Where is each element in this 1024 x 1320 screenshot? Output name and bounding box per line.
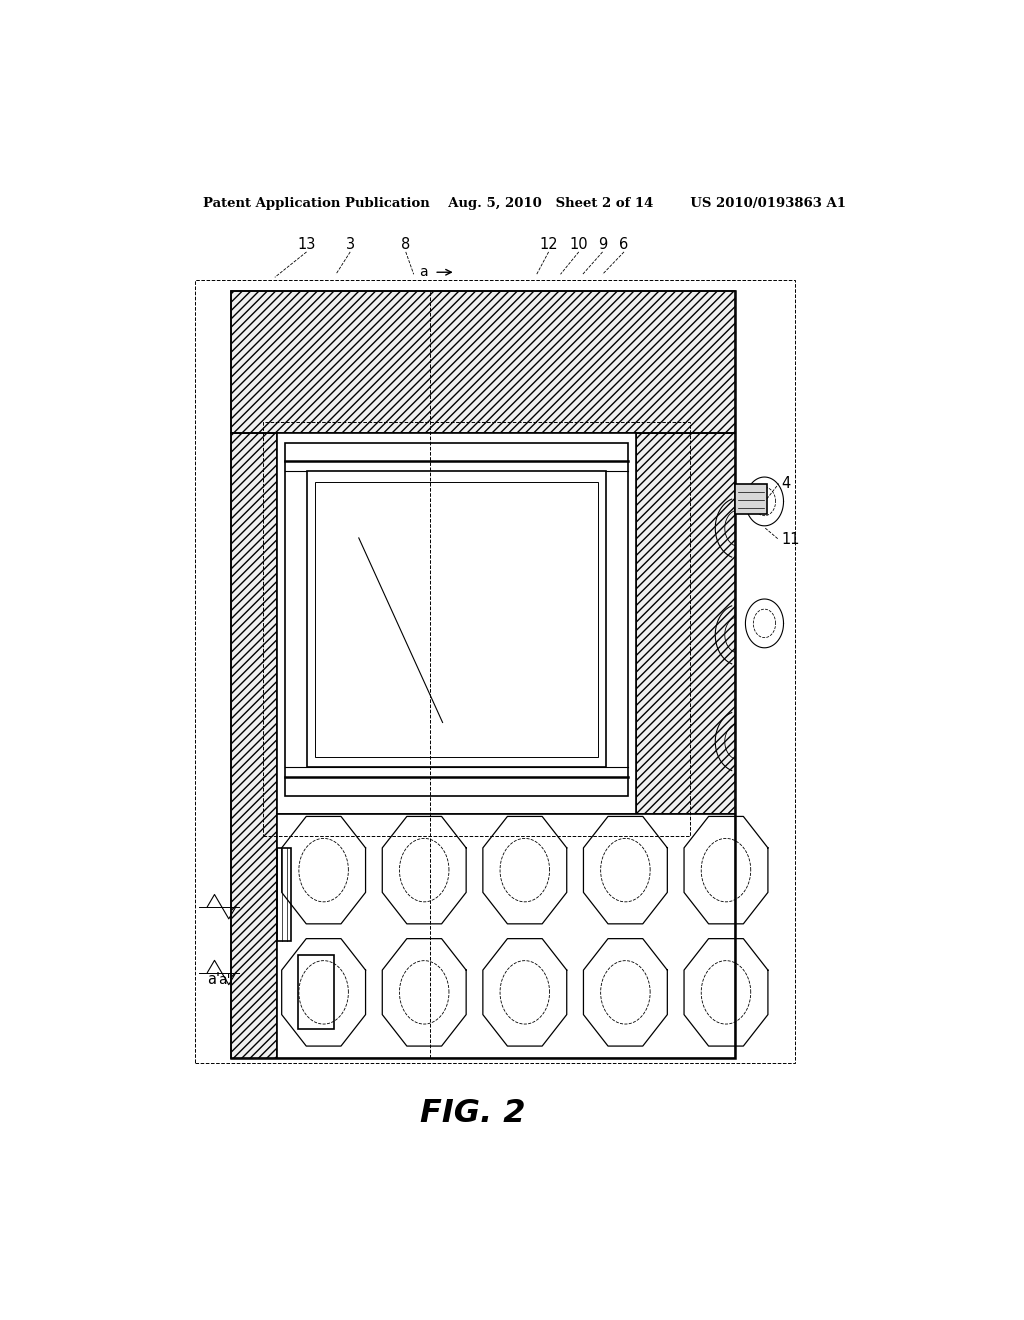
Text: 11: 11 bbox=[781, 532, 800, 546]
Bar bbox=[231, 290, 735, 433]
Text: 9: 9 bbox=[598, 236, 607, 252]
Text: a': a' bbox=[207, 973, 220, 987]
Text: 10: 10 bbox=[569, 236, 588, 252]
Bar bbox=[307, 471, 606, 767]
Text: a': a' bbox=[218, 973, 231, 987]
Bar bbox=[735, 483, 767, 515]
Bar bbox=[278, 814, 735, 1057]
Text: 8: 8 bbox=[401, 236, 411, 252]
Bar bbox=[196, 280, 795, 1063]
Text: 4: 4 bbox=[781, 477, 791, 491]
Text: FIG. 2: FIG. 2 bbox=[421, 1098, 526, 1130]
Bar bbox=[636, 433, 735, 814]
Bar bbox=[231, 290, 735, 1057]
Bar bbox=[315, 482, 598, 758]
Bar bbox=[231, 433, 278, 1057]
Text: 3: 3 bbox=[346, 236, 354, 252]
Bar bbox=[263, 421, 690, 837]
Bar bbox=[231, 433, 278, 1057]
Bar bbox=[278, 433, 636, 814]
Bar bbox=[636, 433, 735, 814]
Text: 6: 6 bbox=[620, 236, 629, 252]
Text: a: a bbox=[420, 265, 428, 280]
Text: 12: 12 bbox=[540, 236, 558, 252]
Bar bbox=[231, 290, 735, 433]
Bar bbox=[278, 849, 292, 941]
Bar bbox=[298, 956, 334, 1028]
Text: 13: 13 bbox=[297, 236, 315, 252]
Text: Patent Application Publication    Aug. 5, 2010   Sheet 2 of 14        US 2010/01: Patent Application Publication Aug. 5, 2… bbox=[204, 197, 846, 210]
Bar bbox=[285, 444, 628, 796]
